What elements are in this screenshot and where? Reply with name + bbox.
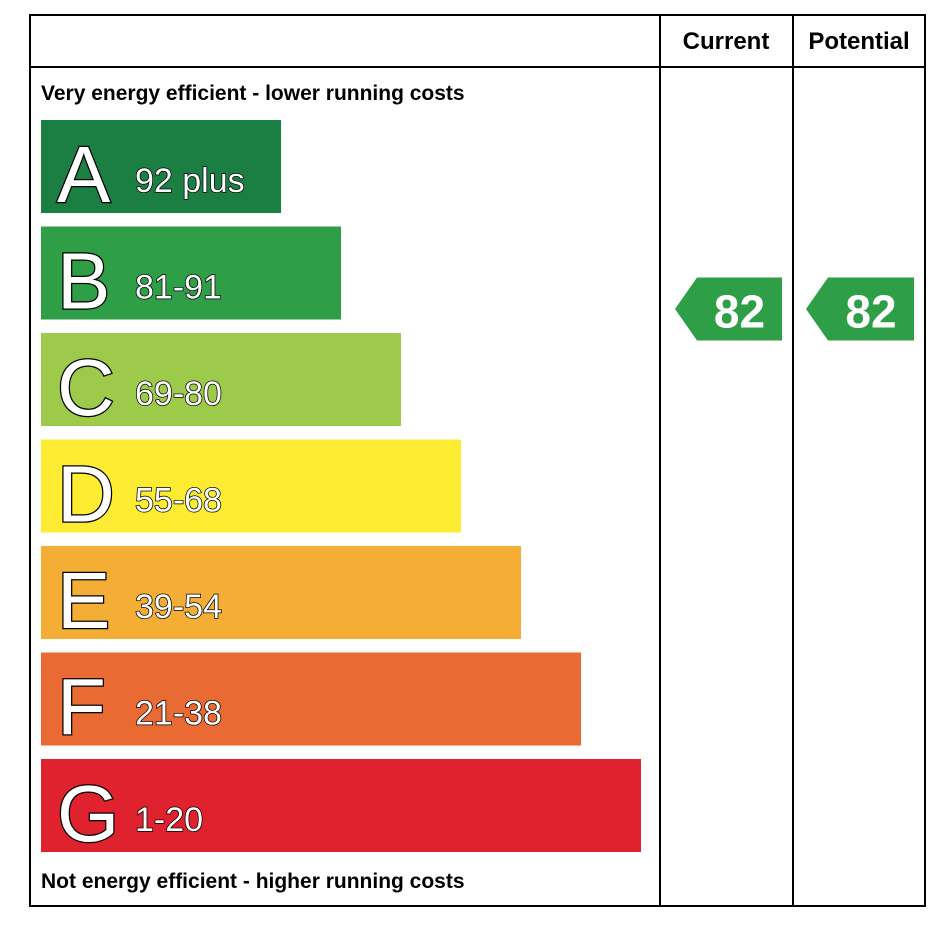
potential-header: Potential [808,28,909,55]
band-letter: C [57,343,115,432]
bottom-note: Not energy efficient - higher running co… [41,870,465,893]
frame [29,14,926,907]
current-header: Current [683,28,770,55]
band-bar [41,652,581,746]
band-letter: D [57,450,115,539]
top-note: Very energy efficient - lower running co… [41,82,465,105]
band-range: 69-80 [135,375,222,413]
potential-value: 82 [845,286,896,338]
band-bar [41,226,341,320]
band-letter: F [57,663,106,752]
band-bar [41,759,641,852]
band-letter: G [57,769,119,858]
current-value: 82 [714,286,765,338]
band-bar [41,546,521,639]
potential-arrow [806,277,914,341]
band-range: 55-68 [135,482,222,520]
band-range: 1-20 [135,801,203,839]
band-range: 21-38 [135,695,222,733]
band-letter: E [57,556,110,645]
band-range: 81-91 [135,269,222,307]
band-range: 39-54 [135,588,222,626]
band-bar [41,120,281,213]
band-bar [41,439,461,533]
band-bar [41,333,401,426]
band-letter: A [57,130,111,219]
current-arrow [675,277,782,341]
band-range: 92 plus [135,162,245,200]
band-letter: B [57,237,110,326]
